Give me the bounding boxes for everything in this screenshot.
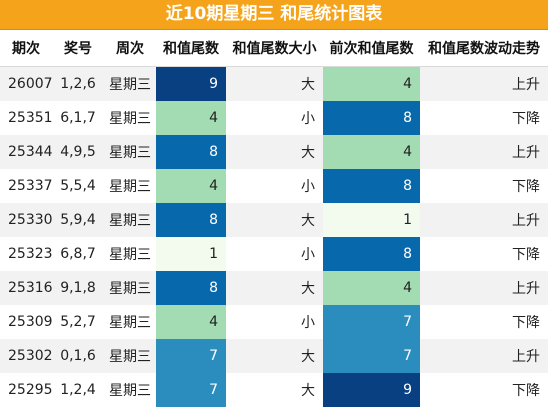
- stats-table: 期次 奖号 周次 和值尾数 和值尾数大小 前次和值尾数 和值尾数波动走势 260…: [0, 30, 548, 407]
- size-cell: 大: [226, 339, 323, 373]
- tail-cell: 7: [156, 339, 226, 373]
- header-trend: 和值尾数波动走势: [420, 30, 548, 67]
- header-prev-tail: 前次和值尾数: [323, 30, 420, 67]
- page-title: 近10期星期三 和尾统计图表: [0, 0, 548, 30]
- size-cell: 大: [226, 271, 323, 305]
- header-row: 期次 奖号 周次 和值尾数 和值尾数大小 前次和值尾数 和值尾数波动走势: [0, 30, 548, 67]
- tail-cell: 1: [156, 237, 226, 271]
- trend-cell: 上升: [420, 271, 548, 305]
- numbers-cell: 5,2,7: [52, 305, 104, 339]
- trend-cell: 下降: [420, 373, 548, 407]
- prev-tail-cell: 7: [323, 305, 420, 339]
- issue-cell: 25302: [0, 339, 53, 373]
- size-cell: 大: [226, 373, 323, 407]
- prev-tail-cell: 4: [323, 135, 420, 169]
- trend-cell: 上升: [420, 339, 548, 373]
- prev-tail-cell: 8: [323, 169, 420, 203]
- header-tail: 和值尾数: [156, 30, 226, 67]
- numbers-cell: 6,8,7: [52, 237, 104, 271]
- week-cell: 星期三: [104, 305, 156, 339]
- table-row: 26007 1,2,6 星期三 9 大 4 上升: [0, 66, 548, 101]
- prev-tail-cell: 8: [323, 237, 420, 271]
- size-cell: 小: [226, 169, 323, 203]
- issue-cell: 25330: [0, 203, 53, 237]
- week-cell: 星期三: [104, 339, 156, 373]
- numbers-cell: 0,1,6: [52, 339, 104, 373]
- prev-tail-cell: 9: [323, 373, 420, 407]
- prev-tail-cell: 8: [323, 101, 420, 135]
- numbers-cell: 9,1,8: [52, 271, 104, 305]
- tail-cell: 7: [156, 373, 226, 407]
- week-cell: 星期三: [104, 237, 156, 271]
- trend-cell: 下降: [420, 101, 548, 135]
- issue-cell: 26007: [0, 66, 53, 101]
- issue-cell: 25316: [0, 271, 53, 305]
- numbers-cell: 1,2,6: [52, 66, 104, 101]
- trend-cell: 上升: [420, 135, 548, 169]
- numbers-cell: 6,1,7: [52, 101, 104, 135]
- prev-tail-cell: 7: [323, 339, 420, 373]
- table-row: 25316 9,1,8 星期三 8 大 4 上升: [0, 271, 548, 305]
- size-cell: 大: [226, 135, 323, 169]
- week-cell: 星期三: [104, 169, 156, 203]
- numbers-cell: 1,2,4: [52, 373, 104, 407]
- table-row: 25337 5,5,4 星期三 4 小 8 下降: [0, 169, 548, 203]
- trend-cell: 上升: [420, 66, 548, 101]
- trend-cell: 上升: [420, 203, 548, 237]
- issue-cell: 25344: [0, 135, 53, 169]
- size-cell: 大: [226, 66, 323, 101]
- tail-cell: 9: [156, 66, 226, 101]
- week-cell: 星期三: [104, 373, 156, 407]
- issue-cell: 25323: [0, 237, 53, 271]
- numbers-cell: 5,9,4: [52, 203, 104, 237]
- prev-tail-cell: 4: [323, 66, 420, 101]
- trend-cell: 下降: [420, 169, 548, 203]
- tail-cell: 4: [156, 101, 226, 135]
- issue-cell: 25351: [0, 101, 53, 135]
- table-row: 25344 4,9,5 星期三 8 大 4 上升: [0, 135, 548, 169]
- tail-cell: 8: [156, 203, 226, 237]
- numbers-cell: 5,5,4: [52, 169, 104, 203]
- issue-cell: 25337: [0, 169, 53, 203]
- header-numbers: 奖号: [52, 30, 104, 67]
- table-row: 25295 1,2,4 星期三 7 大 9 下降: [0, 373, 548, 407]
- size-cell: 小: [226, 237, 323, 271]
- tail-cell: 8: [156, 135, 226, 169]
- table-row: 25323 6,8,7 星期三 1 小 8 下降: [0, 237, 548, 271]
- table-row: 25330 5,9,4 星期三 8 大 1 上升: [0, 203, 548, 237]
- issue-cell: 25309: [0, 305, 53, 339]
- tail-cell: 8: [156, 271, 226, 305]
- week-cell: 星期三: [104, 135, 156, 169]
- trend-cell: 下降: [420, 237, 548, 271]
- header-week: 周次: [104, 30, 156, 67]
- tail-cell: 4: [156, 169, 226, 203]
- prev-tail-cell: 4: [323, 271, 420, 305]
- header-size: 和值尾数大小: [226, 30, 323, 67]
- size-cell: 小: [226, 101, 323, 135]
- size-cell: 小: [226, 305, 323, 339]
- trend-cell: 下降: [420, 305, 548, 339]
- issue-cell: 25295: [0, 373, 53, 407]
- prev-tail-cell: 1: [323, 203, 420, 237]
- table-row: 25309 5,2,7 星期三 4 小 7 下降: [0, 305, 548, 339]
- table-row: 25302 0,1,6 星期三 7 大 7 上升: [0, 339, 548, 373]
- numbers-cell: 4,9,5: [52, 135, 104, 169]
- week-cell: 星期三: [104, 271, 156, 305]
- size-cell: 大: [226, 203, 323, 237]
- tail-cell: 4: [156, 305, 226, 339]
- week-cell: 星期三: [104, 203, 156, 237]
- header-issue: 期次: [0, 30, 52, 67]
- week-cell: 星期三: [104, 101, 156, 135]
- table-row: 25351 6,1,7 星期三 4 小 8 下降: [0, 101, 548, 135]
- week-cell: 星期三: [104, 66, 156, 101]
